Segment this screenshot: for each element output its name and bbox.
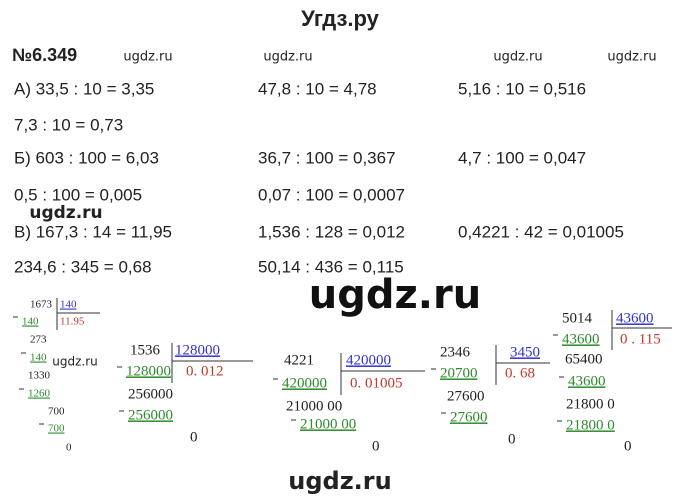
divisor: 3450 [510,344,540,360]
remainder: 256000 [128,386,173,402]
remainder: 21800 0 [566,396,615,412]
watermark: ugdz.ru [52,355,98,369]
subtrahend: 140 [30,352,47,364]
subtrahend: 43600 [568,373,606,389]
equation: 0,4221 : 42 = 0,01005 [458,222,624,241]
remainder: 21000 00 [286,398,342,414]
subtrahend: 27600 [450,409,488,425]
watermark: ugdz.ru [29,203,102,223]
subtrahend: 20700 [440,365,478,381]
equation: 36,7 : 100 = 0,367 [258,148,396,167]
equation: 7,3 : 10 = 0,73 [14,115,123,134]
dividend: 1536 [130,342,161,358]
remainder: 65400 [565,351,603,367]
watermark: ugdz.ru [123,50,172,65]
quotient: 0. 68 [505,365,535,381]
watermark: ugdz.ru [607,50,656,65]
remainder: 27600 [447,388,485,404]
equation: Б) 603 : 100 = 6,03 [14,148,159,167]
title: Угдз.ру [301,6,380,31]
dividend: 4221 [284,352,314,368]
equation: 4,7 : 100 = 0,047 [458,148,586,167]
dividend: 5014 [562,310,593,326]
quotient: 0 . 115 [620,331,661,347]
subtrahend: 21000 00 [300,416,356,432]
divisor: 140 [60,299,77,311]
dividend: 2346 [440,344,471,360]
remainder: 0 [66,442,72,454]
subtrahend: 256000 [128,407,173,423]
remainder: 1330 [28,370,51,382]
equation: 1,536 : 128 = 0,012 [258,222,405,241]
quotient: 11.95 [60,316,85,328]
remainder: 273 [30,334,47,346]
equation: 50,14 : 436 = 0,115 [258,257,404,276]
watermark: ugdz.ru [288,467,391,495]
equation: В) 167,3 : 14 = 11,95 [14,222,172,241]
remainder: 0 [190,429,198,445]
watermark: ugdz.ru [309,272,481,318]
divisor: 128000 [175,342,220,358]
subtrahend: 128000 [126,363,171,379]
subtrahend: 700 [48,423,65,435]
equation: 0,5 : 100 = 0,005 [14,185,142,204]
equation: А) 33,5 : 10 = 3,35 [14,79,154,98]
problem-number: №6.349 [12,45,77,65]
subtrahend: 43600 [562,331,600,347]
equation: 234,6 : 345 = 0,68 [14,257,152,276]
quotient: 0. 01005 [350,375,403,391]
watermark: ugdz.ru [263,50,312,65]
equation: 5,16 : 10 = 0,516 [458,79,586,98]
watermark: ugdz.ru [493,50,542,65]
dividend: 1673 [30,299,53,311]
subtrahend: 420000 [282,375,327,391]
subtrahend: 140 [22,316,39,328]
subtrahend: 21800 0 [566,417,615,433]
divisor: 420000 [346,352,391,368]
equation: 47,8 : 10 = 4,78 [258,79,377,98]
divisor: 43600 [616,310,654,326]
remainder: 0 [624,438,632,454]
quotient: 0. 012 [186,363,224,379]
subtrahend: 1260 [28,388,51,400]
remainder: 700 [48,406,65,418]
remainder: 0 [372,438,380,454]
equation: 0,07 : 100 = 0,0007 [258,185,405,204]
remainder: 0 [508,431,516,447]
